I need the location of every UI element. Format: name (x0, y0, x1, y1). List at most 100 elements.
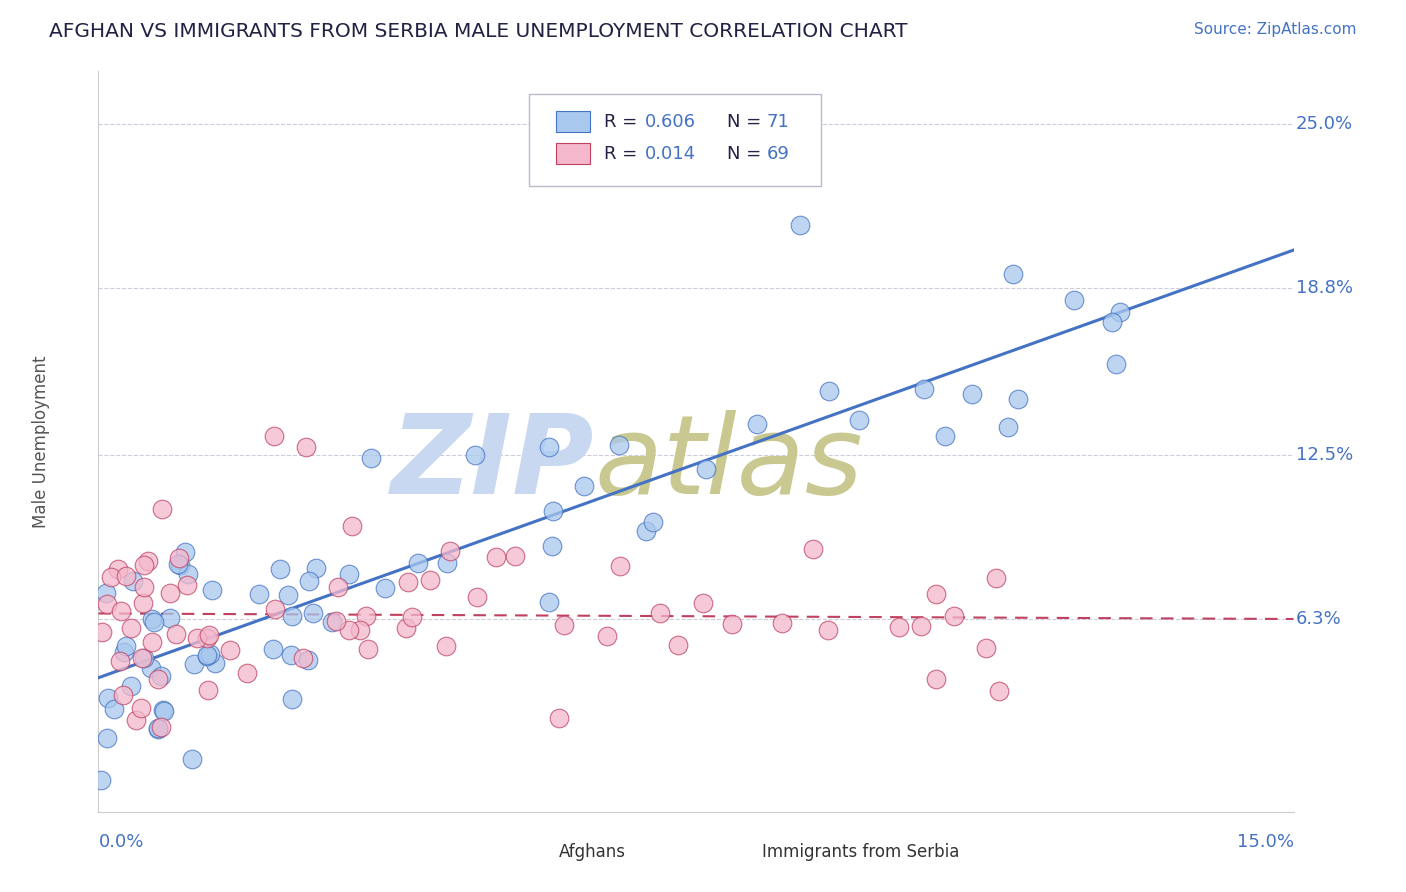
Point (553, 618, 575, 632)
Point (197, 628, 219, 642)
Text: Afghans: Afghans (558, 844, 626, 862)
Point (103, 701, 125, 715)
Text: R =: R = (605, 112, 643, 131)
Bar (529, 841, 546, 863)
Point (789, 218, 811, 232)
Point (464, 448, 486, 462)
Point (818, 384, 841, 399)
Point (159, 586, 181, 600)
Text: AFGHAN VS IMMIGRANTS FROM SERBIA MALE UNEMPLOYMENT CORRELATION CHART: AFGHAN VS IMMIGRANTS FROM SERBIA MALE UN… (49, 22, 908, 41)
Point (328, 580, 350, 594)
Point (107, 562, 129, 576)
Point (176, 578, 198, 592)
Point (302, 606, 325, 620)
Point (401, 610, 423, 624)
Point (889, 620, 911, 634)
Point (974, 641, 997, 656)
Point (197, 682, 219, 697)
Point (357, 641, 380, 656)
Point (201, 582, 224, 597)
Point (960, 387, 983, 401)
Point (721, 617, 744, 632)
Text: 25.0%: 25.0% (1296, 115, 1353, 133)
Text: Immigrants from Serbia: Immigrants from Serbia (762, 844, 959, 862)
Text: 18.8%: 18.8% (1296, 279, 1353, 297)
Point (143, 615, 166, 629)
Point (485, 550, 508, 565)
Point (912, 382, 935, 396)
Point (152, 703, 174, 717)
Point (1002, 267, 1025, 281)
Text: 0.014: 0.014 (644, 145, 696, 162)
Point (997, 420, 1019, 434)
Point (609, 559, 631, 574)
Point (149, 669, 172, 683)
Point (112, 688, 135, 702)
Point (356, 609, 378, 624)
Point (294, 440, 316, 454)
Point (666, 638, 689, 652)
Point (943, 609, 966, 624)
Point (572, 478, 595, 492)
Point (695, 462, 717, 476)
Point (173, 545, 195, 559)
Point (910, 619, 932, 633)
Point (291, 650, 314, 665)
Point (406, 556, 429, 570)
Point (540, 539, 562, 553)
Point (195, 648, 218, 663)
Point (204, 656, 226, 670)
Point (439, 543, 461, 558)
Point (115, 568, 138, 582)
Point (547, 711, 569, 725)
Point (148, 672, 170, 686)
Text: R =: R = (605, 145, 643, 162)
Point (925, 587, 948, 601)
Point (280, 692, 302, 706)
Text: 0.0%: 0.0% (98, 833, 143, 851)
Point (770, 616, 793, 631)
Point (395, 622, 418, 636)
Point (165, 627, 187, 641)
Point (262, 642, 284, 657)
Point (321, 615, 343, 629)
Point (541, 504, 564, 518)
Point (277, 588, 299, 602)
Point (112, 645, 135, 659)
Point (817, 623, 839, 637)
Point (643, 515, 665, 529)
Point (297, 653, 319, 667)
Point (281, 609, 304, 624)
Point (503, 549, 526, 563)
Point (848, 412, 870, 426)
Point (195, 648, 218, 662)
Text: 69: 69 (766, 145, 789, 162)
Bar (557, 144, 589, 164)
Point (337, 624, 360, 638)
Point (177, 567, 200, 582)
Point (636, 524, 658, 538)
Point (141, 635, 163, 649)
Point (100, 570, 122, 584)
Point (129, 700, 152, 714)
Text: 6.3%: 6.3% (1296, 610, 1341, 628)
Point (1109, 305, 1132, 319)
Point (132, 558, 155, 572)
Point (134, 580, 156, 594)
Point (419, 573, 441, 587)
Point (692, 596, 714, 610)
Point (396, 575, 419, 590)
Text: 15.0%: 15.0% (1236, 833, 1294, 851)
Point (349, 623, 371, 637)
Point (159, 610, 181, 624)
Point (340, 519, 363, 533)
Point (149, 720, 172, 734)
Point (596, 629, 619, 643)
Point (167, 551, 190, 566)
Point (247, 587, 270, 601)
Point (120, 679, 142, 693)
Point (263, 429, 285, 443)
Point (139, 661, 162, 675)
Text: 12.5%: 12.5% (1296, 446, 1353, 464)
Point (264, 602, 287, 616)
